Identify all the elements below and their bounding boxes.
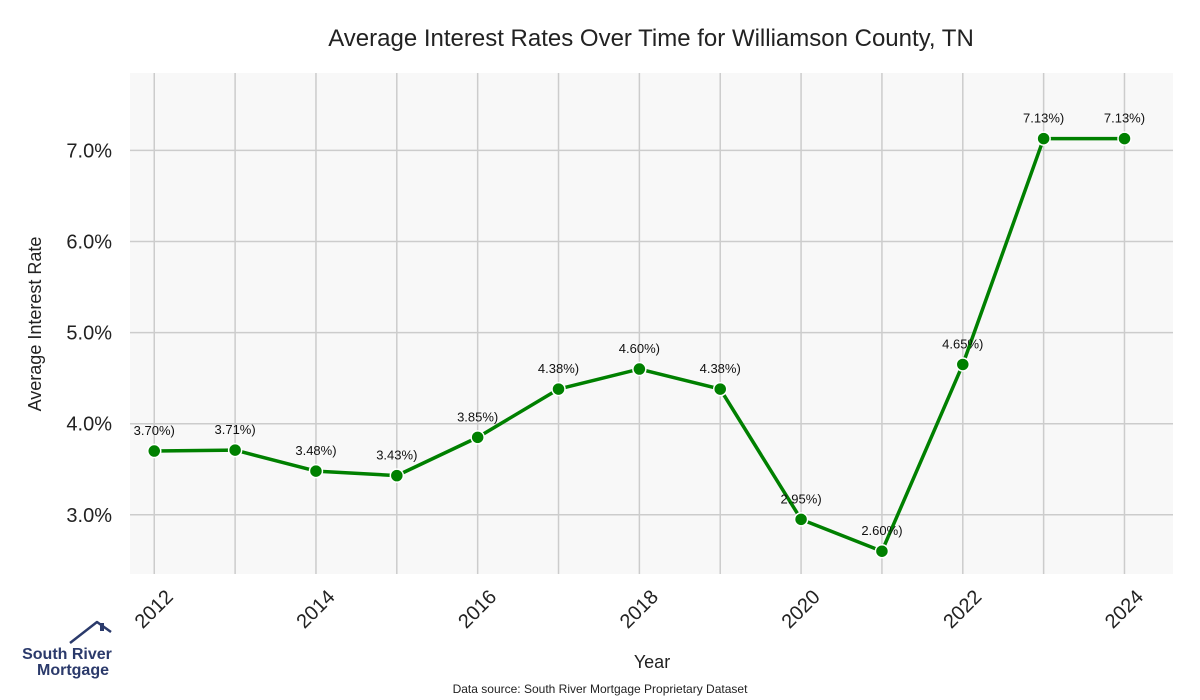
x-tick-label: 2018 <box>616 586 663 633</box>
y-tick-label: 3.0% <box>66 505 112 527</box>
data-label: 7.13%) <box>1023 111 1064 126</box>
data-point <box>1117 131 1132 146</box>
x-tick-label: 2012 <box>131 586 178 633</box>
data-source: Data source: South River Mortgage Propri… <box>453 682 748 696</box>
logo-line-1: South River <box>22 646 112 663</box>
x-tick-label: 2014 <box>292 586 339 633</box>
data-label: 3.48%) <box>295 443 336 458</box>
data-point <box>389 468 405 483</box>
x-tick-label: 2016 <box>454 586 501 633</box>
company-logo: South River Mortgage <box>22 620 112 679</box>
data-label: 3.43%) <box>376 448 417 463</box>
x-tick-label: 2024 <box>1101 586 1148 633</box>
data-point <box>632 361 647 377</box>
house-logo-icon <box>69 620 112 644</box>
data-label: 4.38%) <box>700 361 741 376</box>
grid <box>130 73 1173 574</box>
data-point <box>793 512 809 527</box>
data-point <box>147 443 162 459</box>
data-point <box>308 463 324 479</box>
data-point <box>874 543 890 559</box>
data-point <box>955 357 971 372</box>
x-tick-label: 2022 <box>939 586 986 633</box>
y-tick-label: 7.0% <box>66 140 112 162</box>
data-point <box>470 430 485 445</box>
x-axis-label: Year <box>634 652 670 672</box>
y-axis-label: Average Interest Rate <box>25 237 45 412</box>
plot-area <box>130 73 1173 574</box>
data-point <box>712 381 728 397</box>
data-label: 3.71%) <box>215 422 256 437</box>
y-tick-label: 4.0% <box>66 414 112 436</box>
logo-line-2: Mortgage <box>37 662 109 679</box>
data-label: 2.95%) <box>780 491 821 506</box>
data-point <box>227 442 243 458</box>
data-label: 7.13%) <box>1104 111 1145 126</box>
x-tick-label: 2020 <box>778 586 825 633</box>
data-label: 3.85%) <box>457 409 498 424</box>
data-point <box>1036 131 1051 146</box>
y-axis: 3.0% 4.0% 5.0% 6.0% 7.0% <box>66 140 112 526</box>
y-tick-label: 5.0% <box>66 323 112 345</box>
series <box>147 131 1132 559</box>
data-label: 4.60%) <box>619 341 660 356</box>
data-label: 2.60%) <box>861 523 902 538</box>
data-label: 4.38%) <box>538 361 579 376</box>
data-labels: 3.70%) 3.71%) 3.48%) 3.43%) 3.85%) 4.38%) 4.60… <box>134 111 1145 539</box>
data-label: 4.65%) <box>942 336 983 351</box>
data-label: 3.70%) <box>134 423 175 438</box>
y-tick-label: 6.0% <box>66 232 112 254</box>
chart-title: Average Interest Rates Over Time for Wil… <box>328 25 974 52</box>
data-point <box>551 381 566 397</box>
x-axis: 2012 2014 2016 2018 2020 2022 2024 <box>131 586 1148 633</box>
